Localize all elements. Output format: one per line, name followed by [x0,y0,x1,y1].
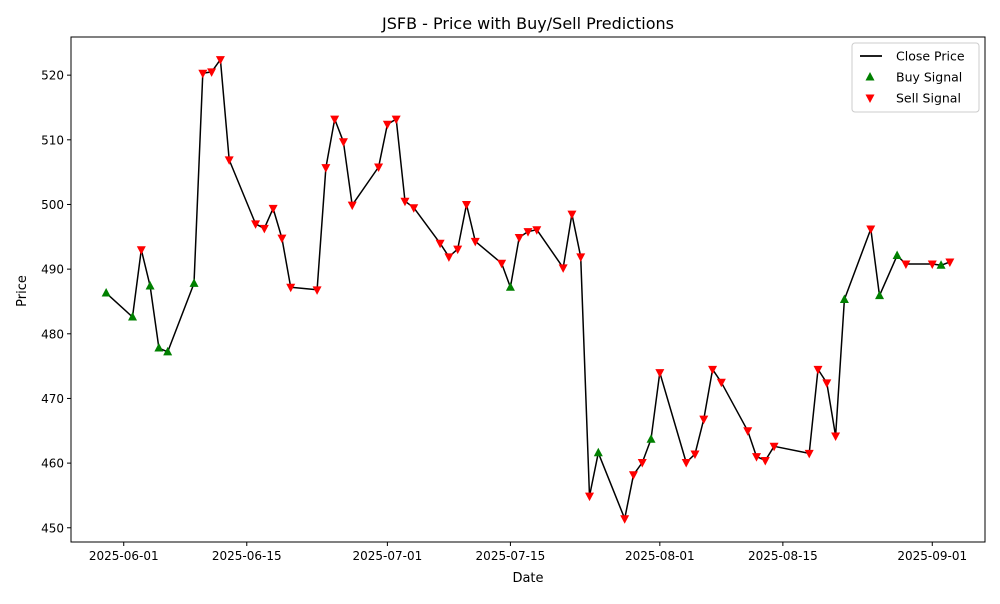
sell-signal-marker [224,156,234,165]
y-tick-label: 500 [41,198,64,212]
legend-label: Buy Signal [896,70,962,85]
sell-signal-marker [620,515,630,524]
sell-signal-marker [866,225,876,235]
y-tick-label: 450 [41,521,64,535]
buy-signal-marker [154,343,164,352]
legend-label: Close Price [896,49,965,64]
buy-signal-marker [128,311,138,321]
sell-signal-marker [461,200,471,210]
sell-signal-marker [831,432,841,441]
sell-signal-marker [628,471,638,480]
x-tick-label: 2025-09-01 [897,549,967,563]
sell-signal-marker [409,204,419,213]
sell-signal-marker [708,365,718,375]
sell-signal-marker [330,115,340,125]
legend: Close Price Buy Signal Sell Signal [851,42,980,113]
x-axis-label: Date [512,571,543,586]
buy-signal-marker [505,282,515,291]
plot-frame [70,36,986,543]
sell-signal-marker [769,442,779,452]
sell-signal-marker [681,458,691,468]
sell-signal-marker [338,138,348,147]
sell-signal-marker [813,365,823,375]
y-tick-label: 460 [41,457,64,471]
sell-signal-marker [585,492,595,502]
buy-signal-marker [101,288,111,297]
sell-signal-marker [752,453,761,462]
sell-signal-marker [259,224,269,234]
sell-signal-marker [532,226,542,235]
sell-signal-marker [927,260,937,269]
legend-buy-swatch [865,72,875,81]
x-tick-label: 2025-08-01 [625,549,695,563]
sell-signal-marker [207,68,217,77]
sell-signal-marker [514,233,524,243]
x-tick-label: 2025-07-15 [476,549,546,563]
sell-signal-marker [347,201,357,211]
y-axis-label: Price [15,275,30,307]
buy-signal-marker [646,434,656,443]
sell-signal-marker [453,245,463,255]
plot-area [101,56,955,524]
y-tick-label: 520 [41,69,64,83]
sell-signal-marker [637,458,647,468]
sell-signal-marker [321,164,331,173]
sell-signal-marker [901,260,911,269]
sell-signal-marker [251,220,261,229]
axes: 2025-06-01 2025-06-15 2025-07-01 2025-07-15… [41,36,986,563]
buy-signal-marker [839,294,849,304]
sell-signal-marker [699,415,709,425]
sell-signal-marker [655,369,665,378]
sell-signal-marker [716,378,726,388]
sell-signal-marker [312,286,322,295]
sell-signal-marker [690,450,700,460]
sell-signal-marker [523,228,533,237]
sell-signal-marker [444,253,454,262]
sell-signal-marker [760,457,770,466]
close-price-line [105,58,951,520]
sell-signal-marker [470,237,480,247]
buy-signal-marker [189,278,199,287]
sell-signal-marker [497,259,507,269]
legend-label: Sell Signal [896,91,961,106]
sell-signal-marker [400,197,410,207]
x-tick-label: 2025-07-01 [353,549,423,563]
sell-signal-marker [374,163,384,172]
legend-box [851,42,980,113]
x-tick-label: 2025-08-15 [748,549,818,563]
sell-signal-marker [268,204,278,214]
sell-signal-marker [136,246,146,255]
sell-signal-marker [576,253,586,262]
sell-signal-marker [277,234,287,244]
buy-signal-marker [145,280,155,290]
chart-title: JSFB - Price with Buy/Sell Predictions [381,14,674,33]
buy-signal-marker [163,346,173,356]
buy-signal-marker [936,260,946,269]
sell-signal-marker [215,56,225,65]
y-tick-label: 490 [41,263,64,277]
sell-signal-marker [567,210,577,220]
sell-signal-marker [743,427,753,436]
sell-signal-marker [804,449,814,459]
sell-signal-marker [198,69,208,79]
buy-signal-marker [875,290,885,300]
sell-signal-marker [382,120,392,130]
buy-signal-marker [892,250,902,260]
buy-signal-marker [593,447,603,457]
sell-signal-marker [945,258,955,268]
legend-sell-swatch [865,94,875,103]
sell-signal-marker [822,379,832,388]
x-tick-label: 2025-06-01 [89,549,159,563]
sell-signal-marker [391,115,401,125]
y-tick-label: 470 [41,392,64,406]
sell-signal-marker [558,264,568,273]
y-tick-label: 510 [41,133,64,147]
y-tick-label: 480 [41,327,64,341]
sell-signal-marker [435,239,445,249]
sell-signal-marker [286,283,296,293]
x-tick-label: 2025-06-15 [212,549,282,563]
